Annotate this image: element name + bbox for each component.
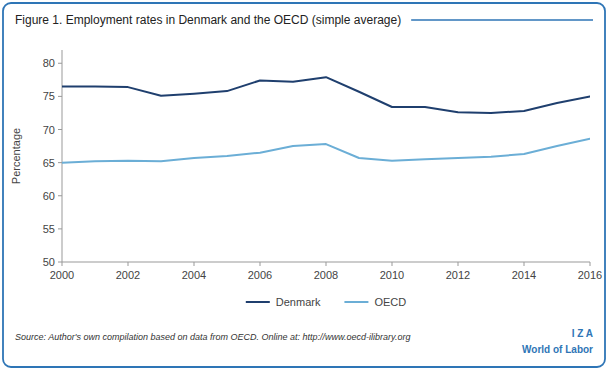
y-axis-label: Percentage xyxy=(10,128,22,184)
y-tick xyxy=(58,96,62,97)
chart-title: Figure 1. Employment rates in Denmark an… xyxy=(15,13,401,27)
y-tick-label: 50 xyxy=(43,256,55,268)
y-tick-label: 55 xyxy=(43,223,55,235)
publisher-name: World of Labor xyxy=(522,344,593,355)
x-tick xyxy=(62,262,63,266)
x-tick xyxy=(194,262,195,266)
y-tick xyxy=(58,162,62,163)
chart-svg: Figure 1. Employment rates in Denmark an… xyxy=(0,0,608,370)
x-tick xyxy=(260,262,261,266)
y-tick xyxy=(58,129,62,130)
x-tick-label: 2008 xyxy=(314,269,338,281)
x-tick-label: 2010 xyxy=(380,269,404,281)
x-tick-label: 2014 xyxy=(512,269,536,281)
y-tick-label: 70 xyxy=(43,124,55,136)
publisher-mark: I Z A xyxy=(572,328,593,339)
legend-label: OECD xyxy=(374,296,406,308)
frame-border xyxy=(3,3,605,367)
x-tick-label: 2000 xyxy=(50,269,74,281)
y-tick-label: 60 xyxy=(43,190,55,202)
x-tick xyxy=(458,262,459,266)
x-tick xyxy=(392,262,393,266)
series-line xyxy=(62,139,590,163)
chart-container: Figure 1. Employment rates in Denmark an… xyxy=(0,0,608,370)
plot-lines xyxy=(62,77,590,162)
x-tick xyxy=(128,262,129,266)
y-tick-label: 75 xyxy=(43,90,55,102)
x-tick-label: 2012 xyxy=(446,269,470,281)
legend-label: Denmark xyxy=(276,296,321,308)
x-tick-label: 2002 xyxy=(116,269,140,281)
x-tick-label: 2006 xyxy=(248,269,272,281)
y-tick xyxy=(58,262,62,263)
y-tick xyxy=(58,63,62,64)
source-note: Source: Author's own compilation based o… xyxy=(15,332,410,342)
y-tick xyxy=(58,195,62,196)
y-tick xyxy=(58,228,62,229)
y-tick-label: 80 xyxy=(43,57,55,69)
series-line xyxy=(62,77,590,113)
x-tick xyxy=(524,262,525,266)
legend: Denmark OECD xyxy=(246,296,406,308)
y-axis-line xyxy=(62,50,63,262)
legend-swatch xyxy=(344,301,368,303)
x-tick xyxy=(326,262,327,266)
x-tick-label: 2016 xyxy=(578,269,602,281)
x-tick xyxy=(590,262,591,266)
legend-item: Denmark xyxy=(246,296,321,308)
title-rule xyxy=(411,19,593,21)
x-tick-label: 2004 xyxy=(182,269,206,281)
legend-swatch xyxy=(246,301,270,303)
y-tick-label: 65 xyxy=(43,157,55,169)
legend-item: OECD xyxy=(344,296,406,308)
